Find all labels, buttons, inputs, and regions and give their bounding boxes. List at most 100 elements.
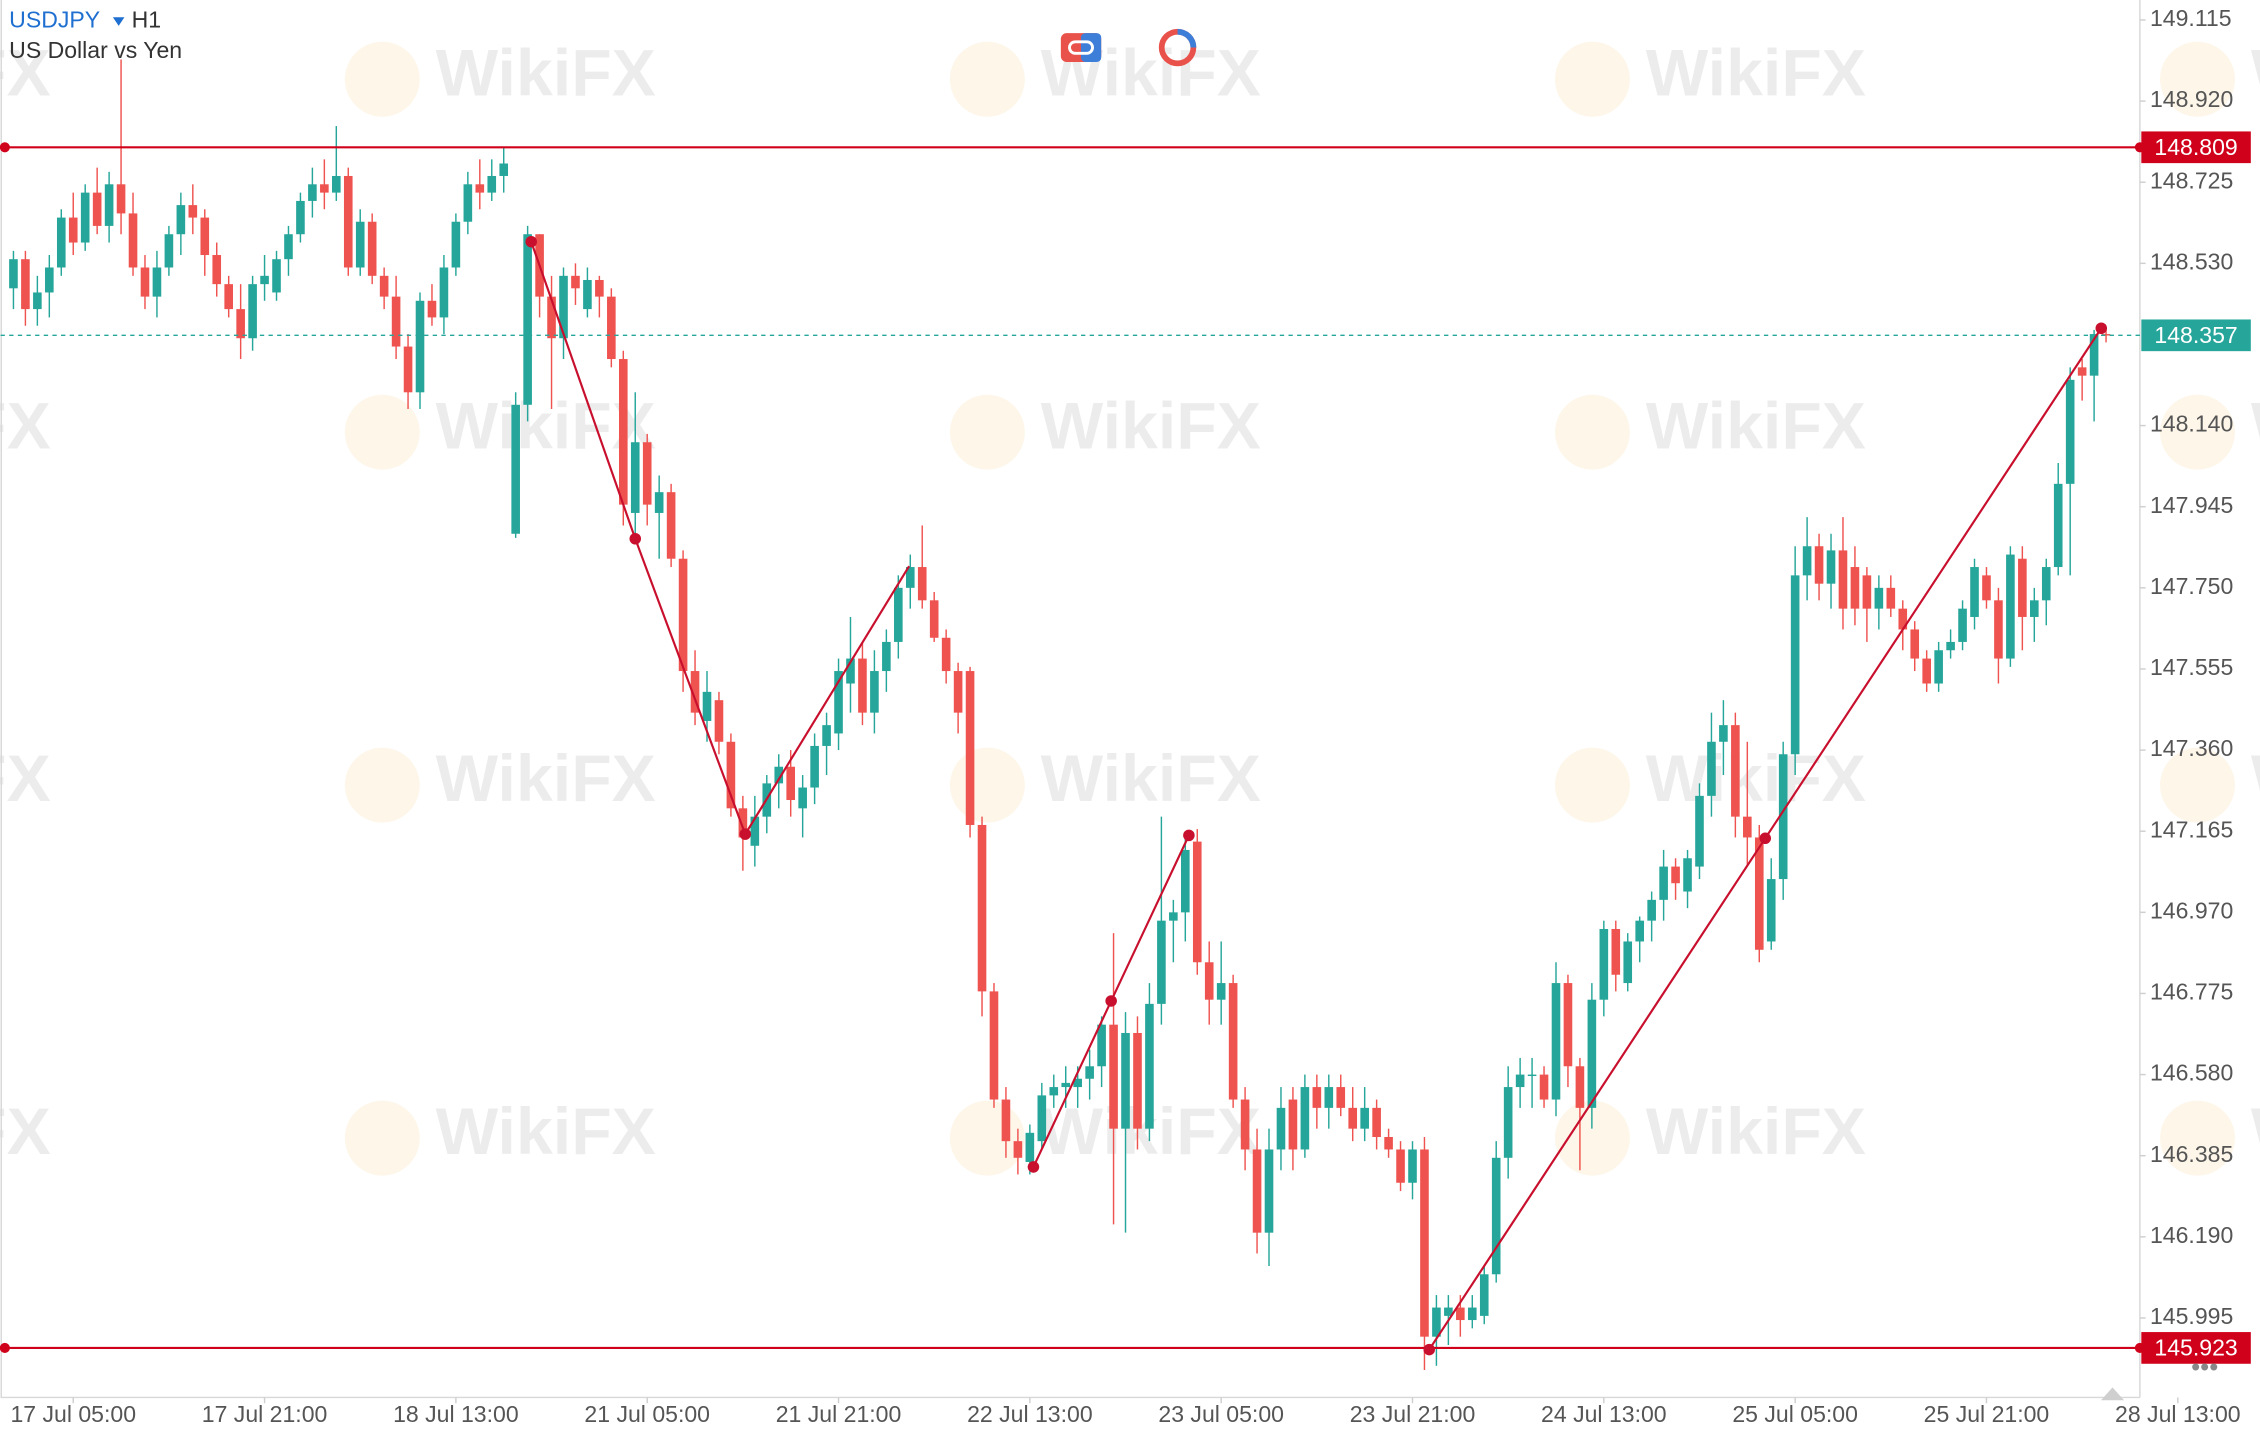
x-tick-label: 24 Jul 13:00 bbox=[1541, 1401, 1667, 1427]
more-icon[interactable]: ••• bbox=[2191, 1353, 2218, 1381]
plot-area: 149.115 148.920 148.725 148.530 148.140 147.9… bbox=[9, 5, 2241, 1427]
trendline-point bbox=[525, 235, 537, 248]
x-tick-label: 21 Jul 05:00 bbox=[584, 1401, 710, 1427]
candle-body bbox=[583, 279, 592, 310]
horizontal-line-label: 148.809 bbox=[2154, 134, 2237, 160]
candle-body bbox=[355, 221, 365, 268]
candle-body bbox=[499, 163, 509, 176]
candle-body bbox=[1790, 575, 1800, 755]
candle-body bbox=[296, 200, 305, 235]
candle-body bbox=[1683, 858, 1692, 892]
candle-body bbox=[1420, 1149, 1429, 1337]
candle-body bbox=[1252, 1149, 1262, 1233]
watermark-text: WikiFX bbox=[1041, 389, 1261, 463]
candle-body bbox=[1623, 941, 1633, 984]
candle-body bbox=[1850, 567, 1860, 609]
y-tick-label: 147.945 bbox=[2150, 492, 2233, 518]
candle-body bbox=[1432, 1307, 1441, 1337]
watermark-text: WikiFX bbox=[436, 36, 656, 110]
candle-body bbox=[882, 641, 891, 672]
symbol-dropdown-icon[interactable] bbox=[112, 17, 125, 26]
candle-body bbox=[630, 442, 640, 513]
candle-body bbox=[1527, 1074, 1537, 1077]
candle-body bbox=[1982, 575, 1991, 601]
trendline bbox=[744, 565, 911, 835]
candle-body bbox=[248, 284, 257, 339]
candle-body bbox=[391, 296, 401, 347]
candle-body bbox=[905, 567, 915, 588]
trendline-point bbox=[1423, 1343, 1436, 1356]
candle-body bbox=[666, 492, 676, 559]
candle-body bbox=[1754, 837, 1764, 950]
candle-body bbox=[164, 234, 174, 268]
candle-body bbox=[212, 255, 222, 285]
candle-body bbox=[56, 217, 66, 268]
watermark-text: WikiFX bbox=[0, 742, 51, 816]
candle-body bbox=[977, 824, 987, 992]
candle-body bbox=[1145, 1003, 1154, 1129]
watermark-text: WikiFX bbox=[2251, 1095, 2260, 1169]
candle-body bbox=[2029, 600, 2039, 617]
candle-body bbox=[1766, 879, 1776, 942]
timeframe[interactable]: H1 bbox=[132, 7, 161, 33]
watermark-text: WikiFX bbox=[0, 389, 51, 463]
candle-body bbox=[427, 300, 437, 318]
x-tick-label: 25 Jul 21:00 bbox=[1924, 1401, 2050, 1427]
candle-body bbox=[1013, 1141, 1023, 1158]
candle-body bbox=[678, 558, 688, 672]
candle-body bbox=[1121, 1032, 1130, 1129]
candle-body bbox=[1575, 1066, 1585, 1108]
candle-body bbox=[1934, 650, 1943, 684]
y-tick-label: 147.750 bbox=[2150, 573, 2233, 599]
trendline-point bbox=[1183, 829, 1195, 842]
candle-body bbox=[798, 787, 807, 809]
candle-body bbox=[1061, 1082, 1071, 1088]
candle-body bbox=[1300, 1087, 1310, 1150]
watermark-text: WikiFX bbox=[2251, 742, 2260, 816]
watermark-logo bbox=[1554, 747, 1630, 823]
candle-body bbox=[320, 184, 329, 193]
y-tick-label: 148.725 bbox=[2150, 167, 2233, 193]
horizontal-line-handle bbox=[0, 1342, 10, 1353]
candle-body bbox=[1408, 1149, 1417, 1183]
candle-body bbox=[965, 671, 975, 825]
watermark-logo bbox=[949, 747, 1025, 823]
watermark-logo bbox=[344, 41, 420, 117]
candle-body bbox=[487, 175, 497, 193]
scroll-icon[interactable] bbox=[2100, 1387, 2125, 1401]
candle-body bbox=[2053, 483, 2063, 568]
candle-body bbox=[403, 346, 413, 393]
candle-body bbox=[929, 600, 939, 638]
candle-body bbox=[607, 296, 616, 360]
candle-body bbox=[2018, 558, 2027, 617]
candle-body bbox=[1503, 1087, 1513, 1158]
candle-body bbox=[1874, 587, 1884, 609]
candle-body bbox=[2101, 334, 2111, 336]
y-tick-label: 147.555 bbox=[2150, 654, 2233, 680]
candle-body bbox=[1838, 550, 1848, 609]
y-tick-label: 147.360 bbox=[2150, 735, 2233, 761]
candle-body bbox=[367, 221, 377, 276]
candle-body bbox=[116, 184, 126, 214]
candle-body bbox=[1157, 920, 1166, 1004]
watermark-text: WikiFX bbox=[436, 742, 656, 816]
x-tick-label: 28 Jul 13:00 bbox=[2115, 1401, 2241, 1427]
candle-body bbox=[654, 492, 664, 513]
candle-body bbox=[2077, 367, 2087, 376]
y-tick-label: 146.970 bbox=[2150, 897, 2233, 923]
candle-body bbox=[1671, 866, 1680, 884]
candle-body bbox=[1719, 725, 1728, 742]
toolbar-icons bbox=[1060, 28, 1197, 67]
candle-body bbox=[92, 192, 102, 226]
x-tick-label: 21 Jul 21:00 bbox=[776, 1401, 902, 1427]
candle-body bbox=[45, 267, 54, 293]
candle-body bbox=[738, 808, 748, 838]
y-tick-label: 148.140 bbox=[2150, 411, 2233, 437]
symbol[interactable]: USDJPY bbox=[9, 7, 100, 33]
candle-body bbox=[1587, 999, 1597, 1108]
candle-body bbox=[188, 205, 198, 218]
candle-body bbox=[1396, 1149, 1405, 1183]
candle-body bbox=[332, 175, 341, 193]
watermark-logo bbox=[949, 41, 1025, 117]
